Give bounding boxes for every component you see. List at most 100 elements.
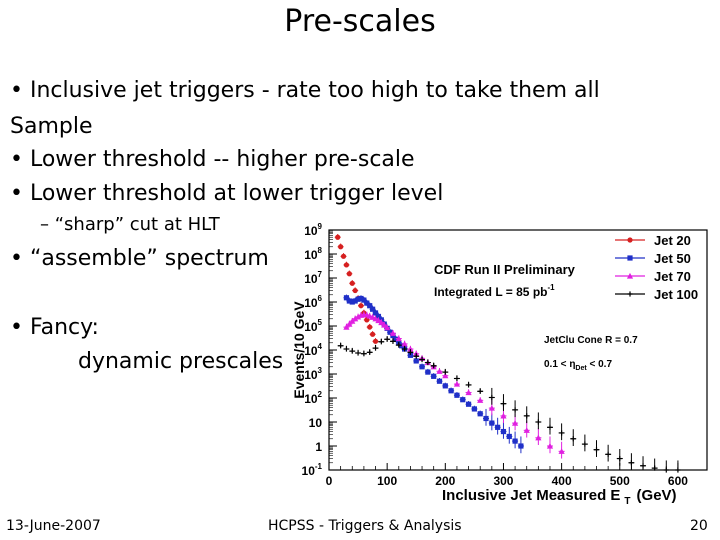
data-point	[352, 315, 359, 322]
x-tick-label: 500	[610, 474, 630, 488]
x-tick-label: 200	[435, 474, 455, 488]
data-point	[570, 436, 576, 442]
y-tick-label: 10	[309, 416, 323, 430]
data-point	[453, 380, 461, 387]
data-point	[460, 397, 466, 403]
data-point	[346, 298, 352, 304]
data-point	[471, 406, 477, 412]
legend-label: Jet 50	[654, 251, 691, 266]
data-point	[387, 329, 393, 335]
data-point	[465, 382, 472, 388]
x-tick-label: 600	[668, 474, 688, 488]
data-point	[518, 443, 524, 449]
data-point	[338, 244, 344, 250]
data-point	[465, 389, 472, 396]
data-point	[454, 392, 460, 398]
data-point	[349, 299, 355, 305]
data-point	[343, 295, 350, 301]
data-point	[535, 419, 541, 425]
data-point	[442, 383, 448, 389]
data-point	[454, 375, 460, 382]
data-point	[399, 343, 405, 349]
data-point	[511, 419, 519, 426]
data-point	[354, 313, 362, 320]
data-point	[617, 455, 623, 462]
annotation-luminosity: Integrated L = 85 pb-1	[434, 283, 555, 299]
data-point	[436, 378, 443, 384]
legend-label: Jet 20	[654, 233, 691, 248]
data-point	[442, 369, 448, 375]
data-point	[389, 330, 397, 336]
data-point	[349, 280, 355, 286]
x-tick-label: 100	[377, 474, 397, 488]
data-point	[372, 310, 379, 316]
data-point	[512, 438, 518, 444]
data-point	[425, 359, 431, 366]
data-point	[489, 420, 495, 426]
data-point	[338, 343, 344, 349]
data-point	[500, 412, 507, 419]
data-point	[367, 349, 373, 355]
data-point	[370, 306, 376, 312]
bullet-lower-threshold-trigger-level: • Lower threshold at lower trigger level	[10, 181, 444, 206]
data-point	[407, 352, 414, 358]
data-point	[343, 323, 350, 330]
y-axis-label: Events/10 GeV	[291, 301, 307, 399]
y-tick-label: 107	[304, 270, 322, 286]
data-point	[627, 237, 633, 243]
data-point	[652, 465, 658, 471]
data-point	[535, 434, 542, 441]
data-point	[375, 313, 382, 320]
data-point	[372, 338, 379, 344]
data-point	[358, 295, 364, 302]
annotation-cdf-run: CDF Run II Preliminary	[434, 262, 576, 277]
data-series	[334, 234, 681, 473]
legend-label: Jet 100	[654, 287, 698, 302]
y-tick-label: 109	[304, 222, 322, 238]
data-point	[419, 364, 425, 370]
data-point	[523, 427, 530, 433]
footer-center: HCPSS - Triggers & Analysis	[268, 518, 462, 534]
data-point	[402, 346, 408, 352]
x-axis: 0 100 200 300 400 500 600	[326, 463, 688, 488]
data-point	[547, 424, 553, 430]
data-point	[546, 442, 554, 449]
data-point	[361, 351, 367, 357]
data-point	[407, 349, 414, 355]
data-point	[465, 401, 472, 407]
data-point	[343, 262, 350, 268]
data-point	[506, 433, 512, 440]
legend: Jet 20 Jet 50 Jet 70 Jet 100	[615, 233, 698, 302]
data-point	[352, 298, 358, 304]
y-tick-label: 104	[304, 342, 322, 358]
data-point	[375, 317, 382, 324]
y-tick-label: 105	[304, 318, 322, 334]
data-point	[477, 388, 483, 394]
data-point	[367, 303, 373, 309]
data-point	[425, 369, 431, 375]
data-point	[495, 424, 501, 430]
data-point	[477, 397, 484, 403]
data-point	[396, 342, 402, 348]
legend-label: Jet 70	[654, 269, 691, 284]
data-point	[346, 320, 353, 327]
data-point	[340, 253, 347, 259]
data-point	[358, 303, 364, 309]
bullet-fancy: • Fancy:	[10, 315, 99, 340]
data-point	[378, 319, 385, 326]
data-point	[370, 331, 376, 337]
data-point	[626, 272, 634, 279]
y-tick-label: 10-1	[302, 462, 323, 478]
data-point	[381, 321, 388, 328]
data-point	[349, 348, 355, 354]
data-point	[593, 447, 600, 453]
data-point	[483, 415, 489, 422]
annotation-eta-range: 0.1 < ηDet < 0.7	[544, 359, 612, 372]
data-point	[605, 451, 611, 457]
data-point	[675, 467, 681, 473]
series-jet-100	[337, 336, 681, 473]
bullet-dynamic-prescales: dynamic prescales	[78, 349, 284, 374]
x-tick-label: 0	[326, 474, 333, 488]
data-point	[384, 336, 390, 342]
y-tick-label: 106	[304, 294, 322, 310]
